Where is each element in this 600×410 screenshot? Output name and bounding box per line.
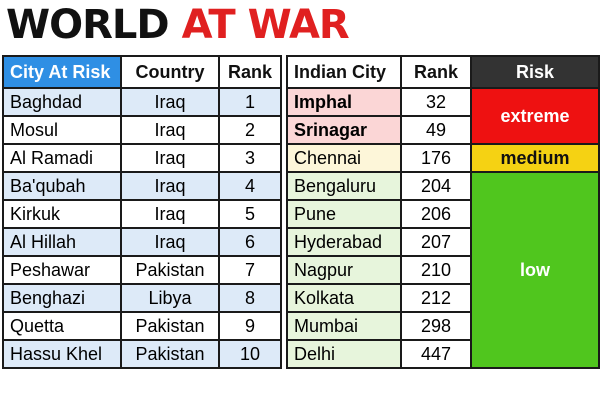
cell-country: Pakistan (120, 255, 220, 285)
cell-indian-city: Srinagar (286, 115, 402, 145)
header-indian-city: Indian City (286, 55, 402, 89)
cell-indian-city: Imphal (286, 87, 402, 117)
cell-country: Iraq (120, 227, 220, 257)
cell-city: Quetta (2, 311, 122, 341)
header-country: Country (120, 55, 220, 89)
cell-city: Baghdad (2, 87, 122, 117)
cell-rank: 10 (218, 339, 282, 369)
cell-rank: 5 (218, 199, 282, 229)
risk-medium-cell: medium (470, 143, 600, 173)
cell-rank: 3 (218, 143, 282, 173)
cell-country: Iraq (120, 143, 220, 173)
cell-indian-rank: 447 (400, 339, 472, 369)
table-row: Nagpur 210 (286, 255, 599, 285)
cell-indian-city: Nagpur (286, 255, 402, 285)
cell-indian-rank: 207 (400, 227, 472, 257)
table-row: Imphal 32 extreme (286, 87, 600, 145)
title-part-world: WORLD (6, 2, 170, 48)
cell-indian-rank: 212 (400, 283, 472, 313)
cell-rank: 9 (218, 311, 282, 341)
risk-low-cell: low (470, 171, 600, 369)
table-row: Mosul Iraq 2 (2, 115, 282, 145)
world-cities-table: City At Risk Country Rank Baghdad Iraq 1 Mo… (2, 55, 282, 369)
risk-extreme-cell: extreme (470, 87, 600, 145)
cell-country: Iraq (120, 171, 220, 201)
cell-city: Ba'qubah (2, 171, 122, 201)
cell-rank: 2 (218, 115, 282, 145)
cell-city: Kirkuk (2, 199, 122, 229)
cell-indian-city: Mumbai (286, 311, 402, 341)
cell-rank: 8 (218, 283, 282, 313)
table-row: Baghdad Iraq 1 (2, 87, 282, 117)
cell-indian-city: Pune (286, 199, 402, 229)
cell-indian-city: Kolkata (286, 283, 402, 313)
table-row: Bengaluru 204 low (286, 171, 600, 369)
cell-country: Iraq (120, 199, 220, 229)
cell-indian-rank: 204 (400, 171, 472, 201)
page-title: WORLD AT WAR (6, 2, 350, 48)
cell-indian-rank: 176 (400, 143, 472, 173)
cell-city: Al Ramadi (2, 143, 122, 173)
table-row: Quetta Pakistan 9 (2, 311, 282, 341)
table-row: Peshawar Pakistan 7 (2, 255, 282, 285)
cell-country: Libya (120, 283, 220, 313)
cell-rank: 6 (218, 227, 282, 257)
table-row: Kolkata 212 (286, 283, 599, 313)
cell-indian-city: Chennai (286, 143, 402, 173)
cell-indian-city: Hyderabad (286, 227, 402, 257)
header-indian-rank: Rank (400, 55, 472, 89)
cell-rank: 4 (218, 171, 282, 201)
cell-indian-rank: 206 (400, 199, 472, 229)
cell-rank: 1 (218, 87, 282, 117)
cell-country: Iraq (120, 87, 220, 117)
table-header-row: City At Risk Country Rank (2, 55, 282, 89)
cell-indian-rank: 49 (400, 115, 472, 145)
cell-country: Pakistan (120, 311, 220, 341)
header-rank: Rank (218, 55, 282, 89)
table-row: Hassu Khel Pakistan 10 (2, 339, 282, 369)
header-city-at-risk: City At Risk (2, 55, 122, 89)
cell-indian-rank: 210 (400, 255, 472, 285)
cell-city: Mosul (2, 115, 122, 145)
cell-city: Benghazi (2, 283, 122, 313)
table-row: Chennai 176 medium (286, 143, 600, 173)
cell-city: Hassu Khel (2, 339, 122, 369)
cell-indian-rank: 298 (400, 311, 472, 341)
table-row: Delhi 447 (286, 339, 599, 369)
cell-indian-city: Delhi (286, 339, 402, 369)
cell-country: Pakistan (120, 339, 220, 369)
table-row: Kirkuk Iraq 5 (2, 199, 282, 229)
table-row: Al Ramadi Iraq 3 (2, 143, 282, 173)
cell-city: Al Hillah (2, 227, 122, 257)
cell-indian-city: Bengaluru (286, 171, 402, 201)
table-row: Benghazi Libya 8 (2, 283, 282, 313)
cell-country: Iraq (120, 115, 220, 145)
header-risk: Risk (470, 55, 600, 89)
table-row: Hyderabad 207 (286, 227, 599, 257)
cell-indian-rank: 32 (400, 87, 472, 117)
title-part-at-war: AT WAR (181, 2, 350, 48)
table-row: Al Hillah Iraq 6 (2, 227, 282, 257)
table-row: Srinagar 49 (286, 115, 599, 145)
table-row: Pune 206 (286, 199, 599, 229)
table-row: Ba'qubah Iraq 4 (2, 171, 282, 201)
table-row: Mumbai 298 (286, 311, 599, 341)
cell-rank: 7 (218, 255, 282, 285)
cell-city: Peshawar (2, 255, 122, 285)
table-header-row: Indian City Rank Risk (286, 55, 600, 89)
indian-cities-table: Indian City Rank Risk Imphal 32 extreme Sri… (286, 55, 600, 369)
